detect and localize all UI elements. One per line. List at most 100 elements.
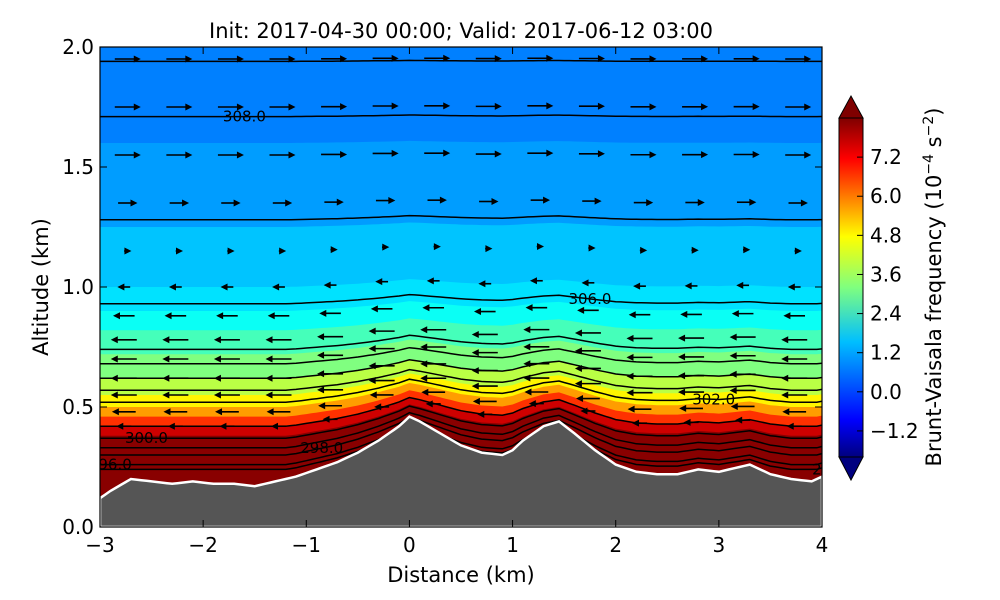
wind-arrow [729,352,756,360]
wind-arrow [369,391,394,399]
wind-arrow [267,312,290,320]
wind-arrow [781,374,808,382]
wind-arrow [576,395,600,403]
wind-arrow [166,103,193,111]
colorbar-tick-label: 2.4 [870,302,902,326]
wind-arrow [523,374,550,382]
wind-arrow [632,419,647,427]
y-tick-label: 0.0 [62,515,94,539]
contour-labels: 308.0 306.0 302.0 300.0 298.0 296.0 2 [100,108,822,479]
wind-arrow [733,103,760,111]
theta-contour-line [100,334,822,351]
wind-arrow [272,199,293,207]
wind-arrow [679,404,703,412]
wind-arrow [318,402,342,410]
wind-arrow [213,391,240,399]
wind-arrow [473,308,496,316]
y-axis-label: Altitude (km) [29,218,53,356]
x-tick-label: 0 [403,533,416,557]
wind-arrow [368,345,395,353]
wind-arrow [112,312,135,320]
wind-arrow [627,405,652,413]
wind-arrow [110,391,137,399]
wind-arrow [471,382,498,390]
wind-arrow [215,408,239,416]
wind-arrow [729,333,756,341]
contour-label: 308.0 [223,108,266,126]
contour-label: 298.0 [300,439,343,457]
wind-arrow [523,360,550,368]
terrain-fill [100,415,822,527]
wind-arrow [536,243,545,251]
wind-arrow [368,362,395,370]
wind-arrow [424,102,451,110]
wind-arrow [529,277,543,285]
theta-contour-line [100,368,822,391]
colorbar-label: Brunt-Vaisala frequency (10−4 s−2) [921,108,946,467]
wind-arrow [633,282,646,290]
wind-arrow [372,102,399,110]
wind-arrow [577,306,599,314]
wind-arrow [733,55,760,63]
wind-arrow [527,149,554,157]
wind-arrow [574,347,601,355]
wind-arrow [433,243,441,251]
colorbar-tick-label: 1.2 [870,341,902,365]
wind-arrow [782,408,807,416]
x-tick-label: −1 [292,533,321,557]
colorbar-tick-label: −1.2 [870,419,919,443]
wind-arrow [110,336,137,344]
wind-arrow [166,151,193,159]
wind-arrow [164,312,187,320]
wind-arrow [787,283,801,291]
wind-arrow [581,279,595,287]
theta-contour-line [100,114,822,118]
wind-arrow [682,55,709,63]
wind-arrow [269,103,296,111]
x-tick-label: 2 [609,533,622,557]
wind-arrow [116,422,132,430]
x-axis-label: Distance (km) [387,563,535,587]
wind-arrow [633,199,654,207]
plot-area: 308.0 306.0 302.0 300.0 298.0 296.0 2 [100,47,822,527]
wind-vectors [110,54,812,430]
wind-arrow [175,247,184,255]
wind-arrow [691,246,699,254]
wind-arrow [678,372,705,380]
wind-arrow [219,422,235,430]
wind-arrow [524,388,549,396]
x-axis: −3 −2 −1 0 1 2 3 4 [85,47,828,557]
wind-arrow [216,312,238,320]
contour-label: 306.0 [568,290,611,308]
theta-contour-line [100,415,822,456]
wind-arrow [168,283,182,291]
colorbar-tick-label: 4.8 [870,223,902,247]
wind-arrow [471,330,498,338]
wind-arrow [471,367,498,375]
wind-arrow [162,391,189,399]
wind-arrow [321,103,348,111]
wind-arrow [272,283,285,291]
wind-arrow [794,247,802,255]
wind-arrow [588,244,596,252]
wind-arrow [422,304,445,312]
wind-arrow [375,278,389,286]
colorbar-extend-bottom [838,456,864,482]
wind-arrow [680,310,702,318]
theta-contour-line [100,378,822,403]
wind-arrow [786,422,802,430]
wind-arrow [317,386,344,394]
wind-arrow [368,377,395,385]
wind-arrow [781,336,808,344]
wind-arrow [278,247,287,255]
wind-arrow [317,351,344,359]
wind-arrow [424,54,451,62]
wind-arrow [110,355,137,363]
wind-arrow [420,374,447,382]
wind-arrow [630,151,657,159]
wind-arrow [227,247,235,255]
wind-arrow [682,151,709,159]
wind-arrow [475,102,502,110]
wind-arrow [162,374,189,382]
wind-arrow [111,408,136,416]
